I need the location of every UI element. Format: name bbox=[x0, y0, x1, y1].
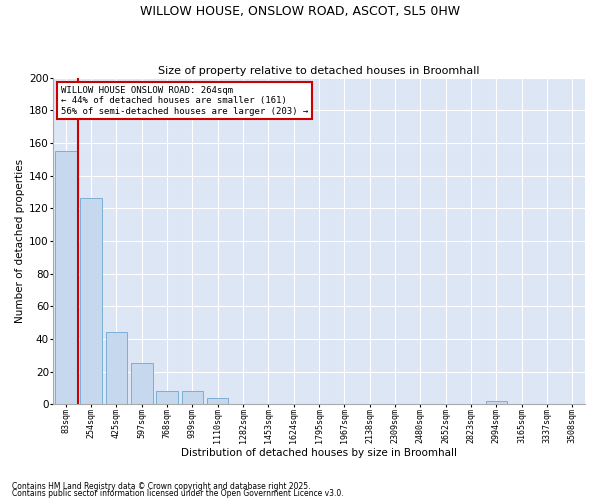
Bar bbox=[80, 198, 102, 404]
Title: Size of property relative to detached houses in Broomhall: Size of property relative to detached ho… bbox=[158, 66, 480, 76]
Text: Contains public sector information licensed under the Open Government Licence v3: Contains public sector information licen… bbox=[12, 489, 344, 498]
Bar bbox=[207, 398, 229, 404]
Bar bbox=[106, 332, 127, 404]
Bar bbox=[55, 151, 77, 404]
X-axis label: Distribution of detached houses by size in Broomhall: Distribution of detached houses by size … bbox=[181, 448, 457, 458]
Text: WILLOW HOUSE ONSLOW ROAD: 264sqm
← 44% of detached houses are smaller (161)
56% : WILLOW HOUSE ONSLOW ROAD: 264sqm ← 44% o… bbox=[61, 86, 308, 116]
Bar bbox=[182, 391, 203, 404]
Bar bbox=[157, 391, 178, 404]
Y-axis label: Number of detached properties: Number of detached properties bbox=[15, 159, 25, 323]
Text: WILLOW HOUSE, ONSLOW ROAD, ASCOT, SL5 0HW: WILLOW HOUSE, ONSLOW ROAD, ASCOT, SL5 0H… bbox=[140, 5, 460, 18]
Bar bbox=[131, 364, 152, 404]
Text: Contains HM Land Registry data © Crown copyright and database right 2025.: Contains HM Land Registry data © Crown c… bbox=[12, 482, 311, 491]
Bar bbox=[485, 401, 507, 404]
